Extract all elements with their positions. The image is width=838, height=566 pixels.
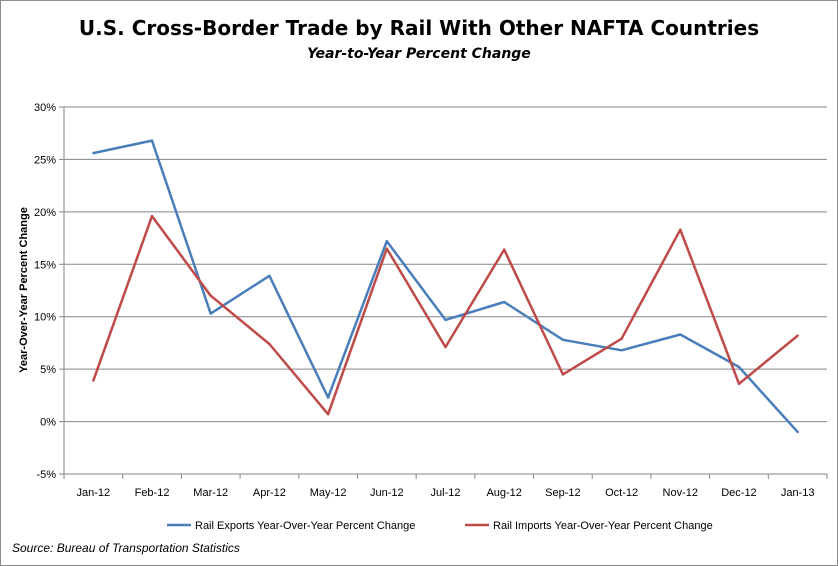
y-tick-label: 10%: [34, 312, 56, 324]
gridlines: [64, 106, 827, 475]
legend: Rail Exports Year-Over-Year Percent Chan…: [167, 520, 713, 532]
x-tick-label: Feb-12: [135, 487, 170, 499]
x-tick-label: Nov-12: [663, 487, 698, 499]
data-point: [92, 379, 95, 382]
data-point: [150, 139, 154, 142]
y-tick-label: 30%: [34, 102, 56, 114]
data-point: [561, 338, 565, 341]
data-point: [150, 214, 154, 218]
data-point: [679, 333, 682, 336]
y-tick-label: 15%: [34, 259, 56, 271]
x-tick-label: Apr-12: [253, 487, 286, 499]
data-point: [444, 318, 447, 322]
data-point: [502, 300, 506, 304]
x-tick-label: Sep-12: [545, 487, 580, 499]
x-tick-label: May-12: [310, 487, 347, 499]
y-tick-label: 5%: [40, 364, 56, 376]
data-point: [209, 294, 212, 297]
legend-label: Rail Imports Year-Over-Year Percent Chan…: [493, 520, 713, 532]
data-point: [737, 382, 741, 386]
x-tick-label: Jan-13: [781, 487, 815, 499]
y-tick-label: 20%: [34, 207, 56, 219]
chart-subtitle: Year-to-Year Percent Change: [307, 46, 531, 62]
source-note: Source: Bureau of Transportation Statist…: [12, 541, 240, 555]
data-point: [326, 413, 330, 416]
data-point: [796, 430, 799, 434]
y-tick-label: 0%: [40, 417, 56, 429]
data-point: [385, 247, 389, 250]
data-point: [679, 228, 682, 231]
series-lines: [92, 139, 799, 434]
data-point: [385, 240, 389, 243]
data-point: [209, 312, 212, 315]
x-tick-label: Mar-12: [193, 487, 228, 499]
data-point: [444, 345, 447, 349]
x-tick-label: Jun-12: [370, 487, 404, 499]
series-line-exports: [93, 139, 799, 433]
data-point: [326, 396, 330, 399]
data-point: [620, 349, 623, 352]
y-tick-label: 25%: [34, 154, 56, 166]
legend-label: Rail Exports Year-Over-Year Percent Chan…: [195, 520, 415, 532]
y-tick-label: -5%: [36, 469, 56, 481]
data-point: [268, 274, 271, 278]
data-point: [502, 248, 506, 251]
tick-labels: -5% 0% 5% 10% 15% 20% 25% 30% Jan-12 Feb-12 Mar-12…: [34, 102, 815, 499]
series-line-imports: [92, 214, 799, 416]
x-tick-label: Oct-12: [605, 487, 638, 499]
data-point: [737, 365, 741, 369]
data-point: [561, 373, 565, 376]
x-tick-label: Jul-12: [431, 487, 461, 499]
y-axis-label: Year-Over-Year Percent Change: [18, 207, 30, 373]
x-tick-label: Jan-12: [77, 487, 111, 499]
data-point: [620, 337, 623, 340]
x-tick-label: Aug-12: [486, 487, 521, 499]
x-tick-label: Dec-12: [721, 487, 756, 499]
data-point: [92, 151, 95, 155]
chart-title: U.S. Cross-Border Trade by Rail With Oth…: [78, 16, 760, 40]
data-point: [796, 334, 799, 337]
axes: [59, 106, 828, 479]
data-point: [268, 342, 271, 346]
